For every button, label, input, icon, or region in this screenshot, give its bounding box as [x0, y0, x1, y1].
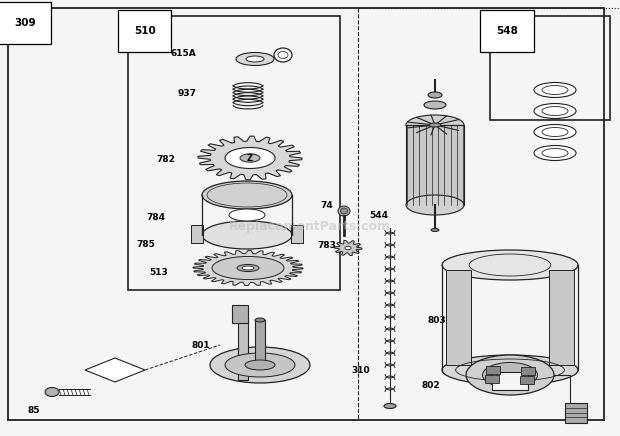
Bar [232, 305, 248, 323]
Text: 783: 783 [317, 241, 336, 249]
Ellipse shape [431, 228, 439, 232]
Text: 782: 782 [156, 154, 175, 164]
Ellipse shape [210, 347, 310, 383]
Polygon shape [334, 240, 362, 255]
Polygon shape [193, 250, 303, 286]
Ellipse shape [406, 115, 464, 135]
Ellipse shape [542, 127, 568, 136]
Ellipse shape [340, 208, 347, 214]
Ellipse shape [345, 246, 351, 250]
Bar [520, 376, 534, 384]
Bar [406, 125, 464, 205]
Ellipse shape [466, 355, 554, 395]
Bar [492, 372, 528, 390]
Text: 937: 937 [177, 89, 196, 99]
Ellipse shape [225, 353, 295, 377]
Text: 510: 510 [134, 26, 156, 36]
Ellipse shape [225, 147, 275, 168]
Text: 803: 803 [427, 316, 446, 324]
Text: 784: 784 [146, 212, 165, 221]
Bar [549, 270, 574, 365]
Ellipse shape [202, 181, 292, 209]
Bar [446, 270, 471, 365]
Bar [490, 16, 610, 120]
Text: 785: 785 [136, 239, 155, 249]
Text: ReplacementParts.com: ReplacementParts.com [229, 220, 391, 233]
Ellipse shape [428, 92, 442, 98]
Ellipse shape [202, 221, 292, 249]
Ellipse shape [429, 123, 441, 127]
Text: 615A: 615A [170, 50, 196, 58]
Ellipse shape [229, 209, 265, 221]
Ellipse shape [245, 360, 275, 370]
Ellipse shape [542, 149, 568, 157]
Bar [521, 367, 535, 375]
Ellipse shape [237, 265, 259, 272]
Bar [565, 403, 587, 423]
Polygon shape [198, 136, 302, 180]
Ellipse shape [534, 82, 576, 98]
Ellipse shape [442, 250, 578, 280]
Text: 544: 544 [369, 211, 388, 219]
Ellipse shape [338, 206, 350, 216]
Ellipse shape [212, 256, 284, 279]
Ellipse shape [482, 362, 538, 388]
Ellipse shape [384, 403, 396, 409]
Bar [291, 225, 303, 243]
Ellipse shape [240, 154, 260, 162]
Bar [128, 16, 340, 290]
Ellipse shape [534, 146, 576, 160]
Ellipse shape [534, 103, 576, 119]
Polygon shape [85, 358, 145, 382]
Text: 548: 548 [496, 26, 518, 36]
Text: 801: 801 [192, 341, 211, 350]
Ellipse shape [542, 106, 568, 116]
Bar [485, 366, 500, 374]
Text: 309: 309 [14, 18, 35, 28]
Text: 802: 802 [422, 381, 440, 389]
Text: 310: 310 [352, 365, 370, 375]
Ellipse shape [255, 318, 265, 322]
Ellipse shape [406, 195, 464, 215]
Bar [238, 320, 248, 380]
Ellipse shape [424, 101, 446, 109]
Bar [191, 225, 203, 243]
Ellipse shape [246, 56, 264, 62]
Text: 513: 513 [149, 268, 168, 276]
Bar [485, 375, 499, 383]
Text: 85: 85 [28, 405, 40, 415]
Ellipse shape [442, 355, 578, 385]
Ellipse shape [534, 125, 576, 140]
Ellipse shape [542, 85, 568, 95]
Ellipse shape [236, 52, 274, 65]
Text: Z: Z [247, 153, 253, 163]
Ellipse shape [242, 266, 254, 270]
Ellipse shape [45, 388, 59, 396]
Text: 74: 74 [320, 201, 333, 210]
Bar [255, 320, 265, 365]
